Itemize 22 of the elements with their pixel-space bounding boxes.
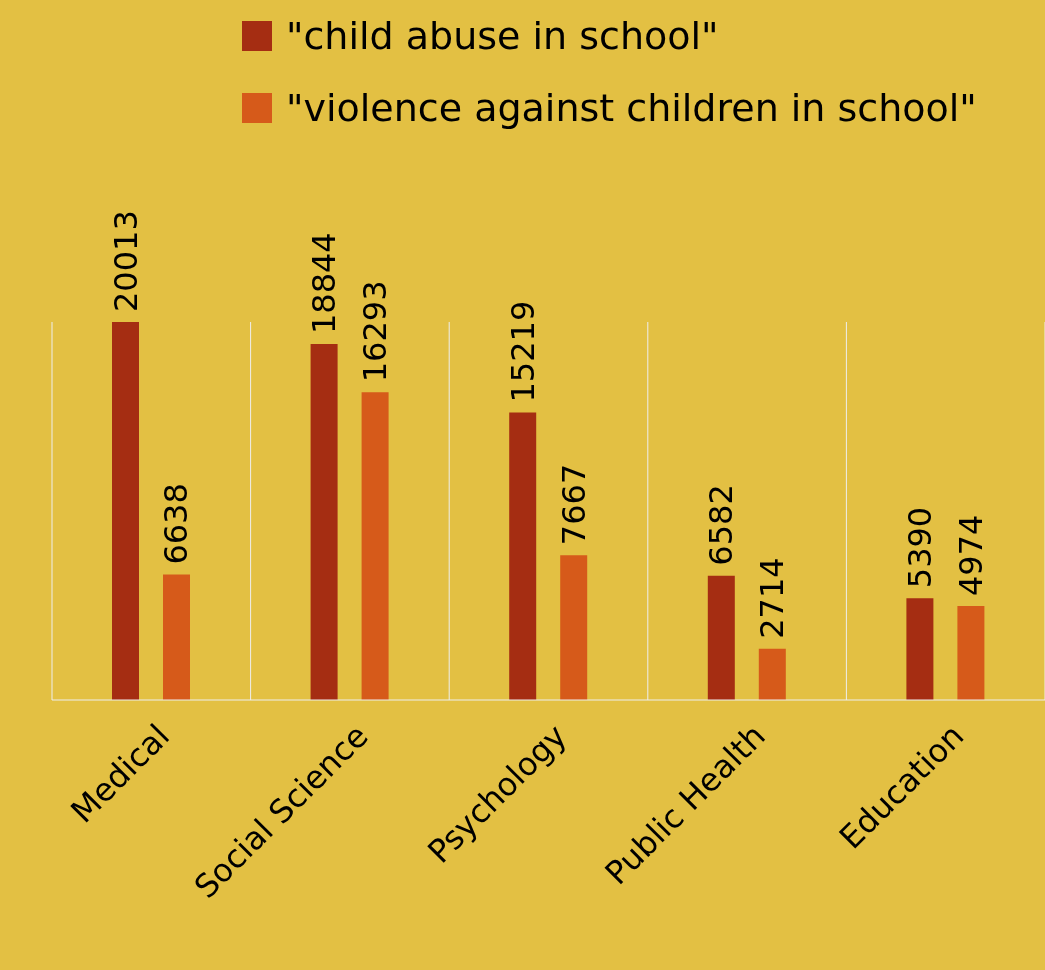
data-label: 15219	[503, 300, 542, 403]
bar	[957, 606, 985, 700]
data-label: 16293	[356, 280, 395, 383]
data-label: 6638	[157, 483, 196, 565]
bar	[509, 412, 537, 700]
data-label: 4974	[951, 514, 990, 597]
data-label: 5390	[900, 506, 939, 589]
data-label: 6582	[702, 484, 741, 566]
legend-label: "child abuse in school"	[286, 14, 719, 58]
data-label: 18844	[305, 232, 344, 335]
bar	[361, 392, 389, 700]
bar	[560, 555, 588, 700]
bar	[163, 574, 190, 700]
bar	[758, 648, 786, 700]
bar	[112, 322, 139, 700]
data-label: 2714	[753, 557, 792, 639]
data-label: 7667	[554, 463, 593, 546]
data-label: 20013	[106, 210, 145, 312]
bar	[906, 598, 934, 700]
legend-label: "violence against children in school"	[286, 86, 977, 130]
bar	[707, 575, 735, 700]
bar	[310, 344, 338, 700]
